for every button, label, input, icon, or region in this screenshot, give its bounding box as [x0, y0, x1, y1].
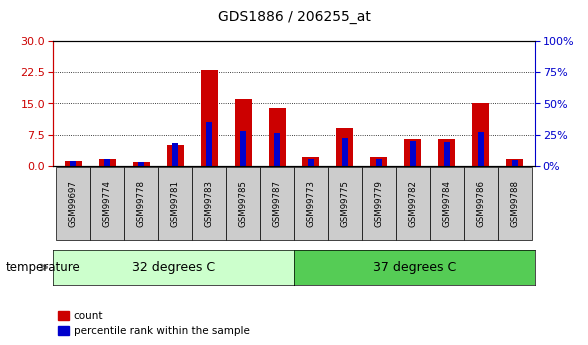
Text: GSM99785: GSM99785	[239, 180, 248, 227]
FancyBboxPatch shape	[192, 167, 226, 240]
Bar	[336, 128, 353, 166]
FancyBboxPatch shape	[56, 167, 91, 240]
FancyBboxPatch shape	[396, 167, 430, 240]
Bar	[478, 132, 484, 166]
Text: 37 degrees C: 37 degrees C	[373, 261, 456, 274]
FancyBboxPatch shape	[328, 167, 362, 240]
Text: GSM99787: GSM99787	[272, 180, 282, 227]
Bar	[172, 143, 178, 166]
Text: GSM99773: GSM99773	[306, 180, 316, 227]
Bar	[65, 161, 82, 166]
Bar	[240, 131, 246, 166]
Text: GSM99779: GSM99779	[375, 180, 383, 227]
FancyBboxPatch shape	[430, 167, 464, 240]
Bar	[444, 142, 450, 166]
Bar	[512, 160, 517, 166]
Bar	[99, 159, 116, 166]
Legend: count, percentile rank within the sample: count, percentile rank within the sample	[58, 311, 250, 336]
Bar	[104, 159, 110, 166]
Bar	[302, 157, 319, 166]
Text: GSM99781: GSM99781	[171, 180, 180, 227]
Text: GDS1886 / 206255_at: GDS1886 / 206255_at	[218, 10, 370, 24]
FancyBboxPatch shape	[158, 167, 192, 240]
Bar	[138, 162, 144, 166]
FancyBboxPatch shape	[260, 167, 294, 240]
Bar	[410, 141, 416, 166]
FancyBboxPatch shape	[497, 167, 532, 240]
Text: GSM99783: GSM99783	[205, 180, 213, 227]
FancyBboxPatch shape	[226, 167, 260, 240]
FancyBboxPatch shape	[294, 167, 328, 240]
FancyBboxPatch shape	[362, 167, 396, 240]
FancyBboxPatch shape	[124, 167, 158, 240]
Bar	[370, 157, 387, 166]
Bar	[206, 122, 212, 166]
Text: GSM99778: GSM99778	[136, 180, 146, 227]
FancyBboxPatch shape	[464, 167, 497, 240]
Text: 32 degrees C: 32 degrees C	[132, 261, 215, 274]
Text: GSM99697: GSM99697	[69, 180, 78, 227]
Bar	[438, 139, 455, 166]
FancyBboxPatch shape	[91, 167, 124, 240]
Bar	[71, 161, 76, 166]
Bar	[269, 108, 286, 166]
Bar	[308, 159, 314, 166]
Bar	[201, 70, 218, 166]
Bar	[376, 159, 382, 166]
Bar	[166, 145, 183, 166]
Text: temperature: temperature	[6, 261, 81, 274]
Bar	[274, 133, 280, 166]
Bar	[342, 138, 348, 166]
Text: GSM99786: GSM99786	[476, 180, 485, 227]
Bar	[235, 99, 252, 166]
Bar	[133, 162, 150, 166]
Text: GSM99775: GSM99775	[340, 180, 349, 227]
Text: GSM99782: GSM99782	[408, 180, 417, 227]
Bar	[506, 159, 523, 166]
Text: GSM99774: GSM99774	[103, 180, 112, 227]
Text: GSM99784: GSM99784	[442, 180, 452, 227]
Text: GSM99788: GSM99788	[510, 180, 519, 227]
Bar	[472, 104, 489, 166]
Bar	[405, 139, 422, 166]
